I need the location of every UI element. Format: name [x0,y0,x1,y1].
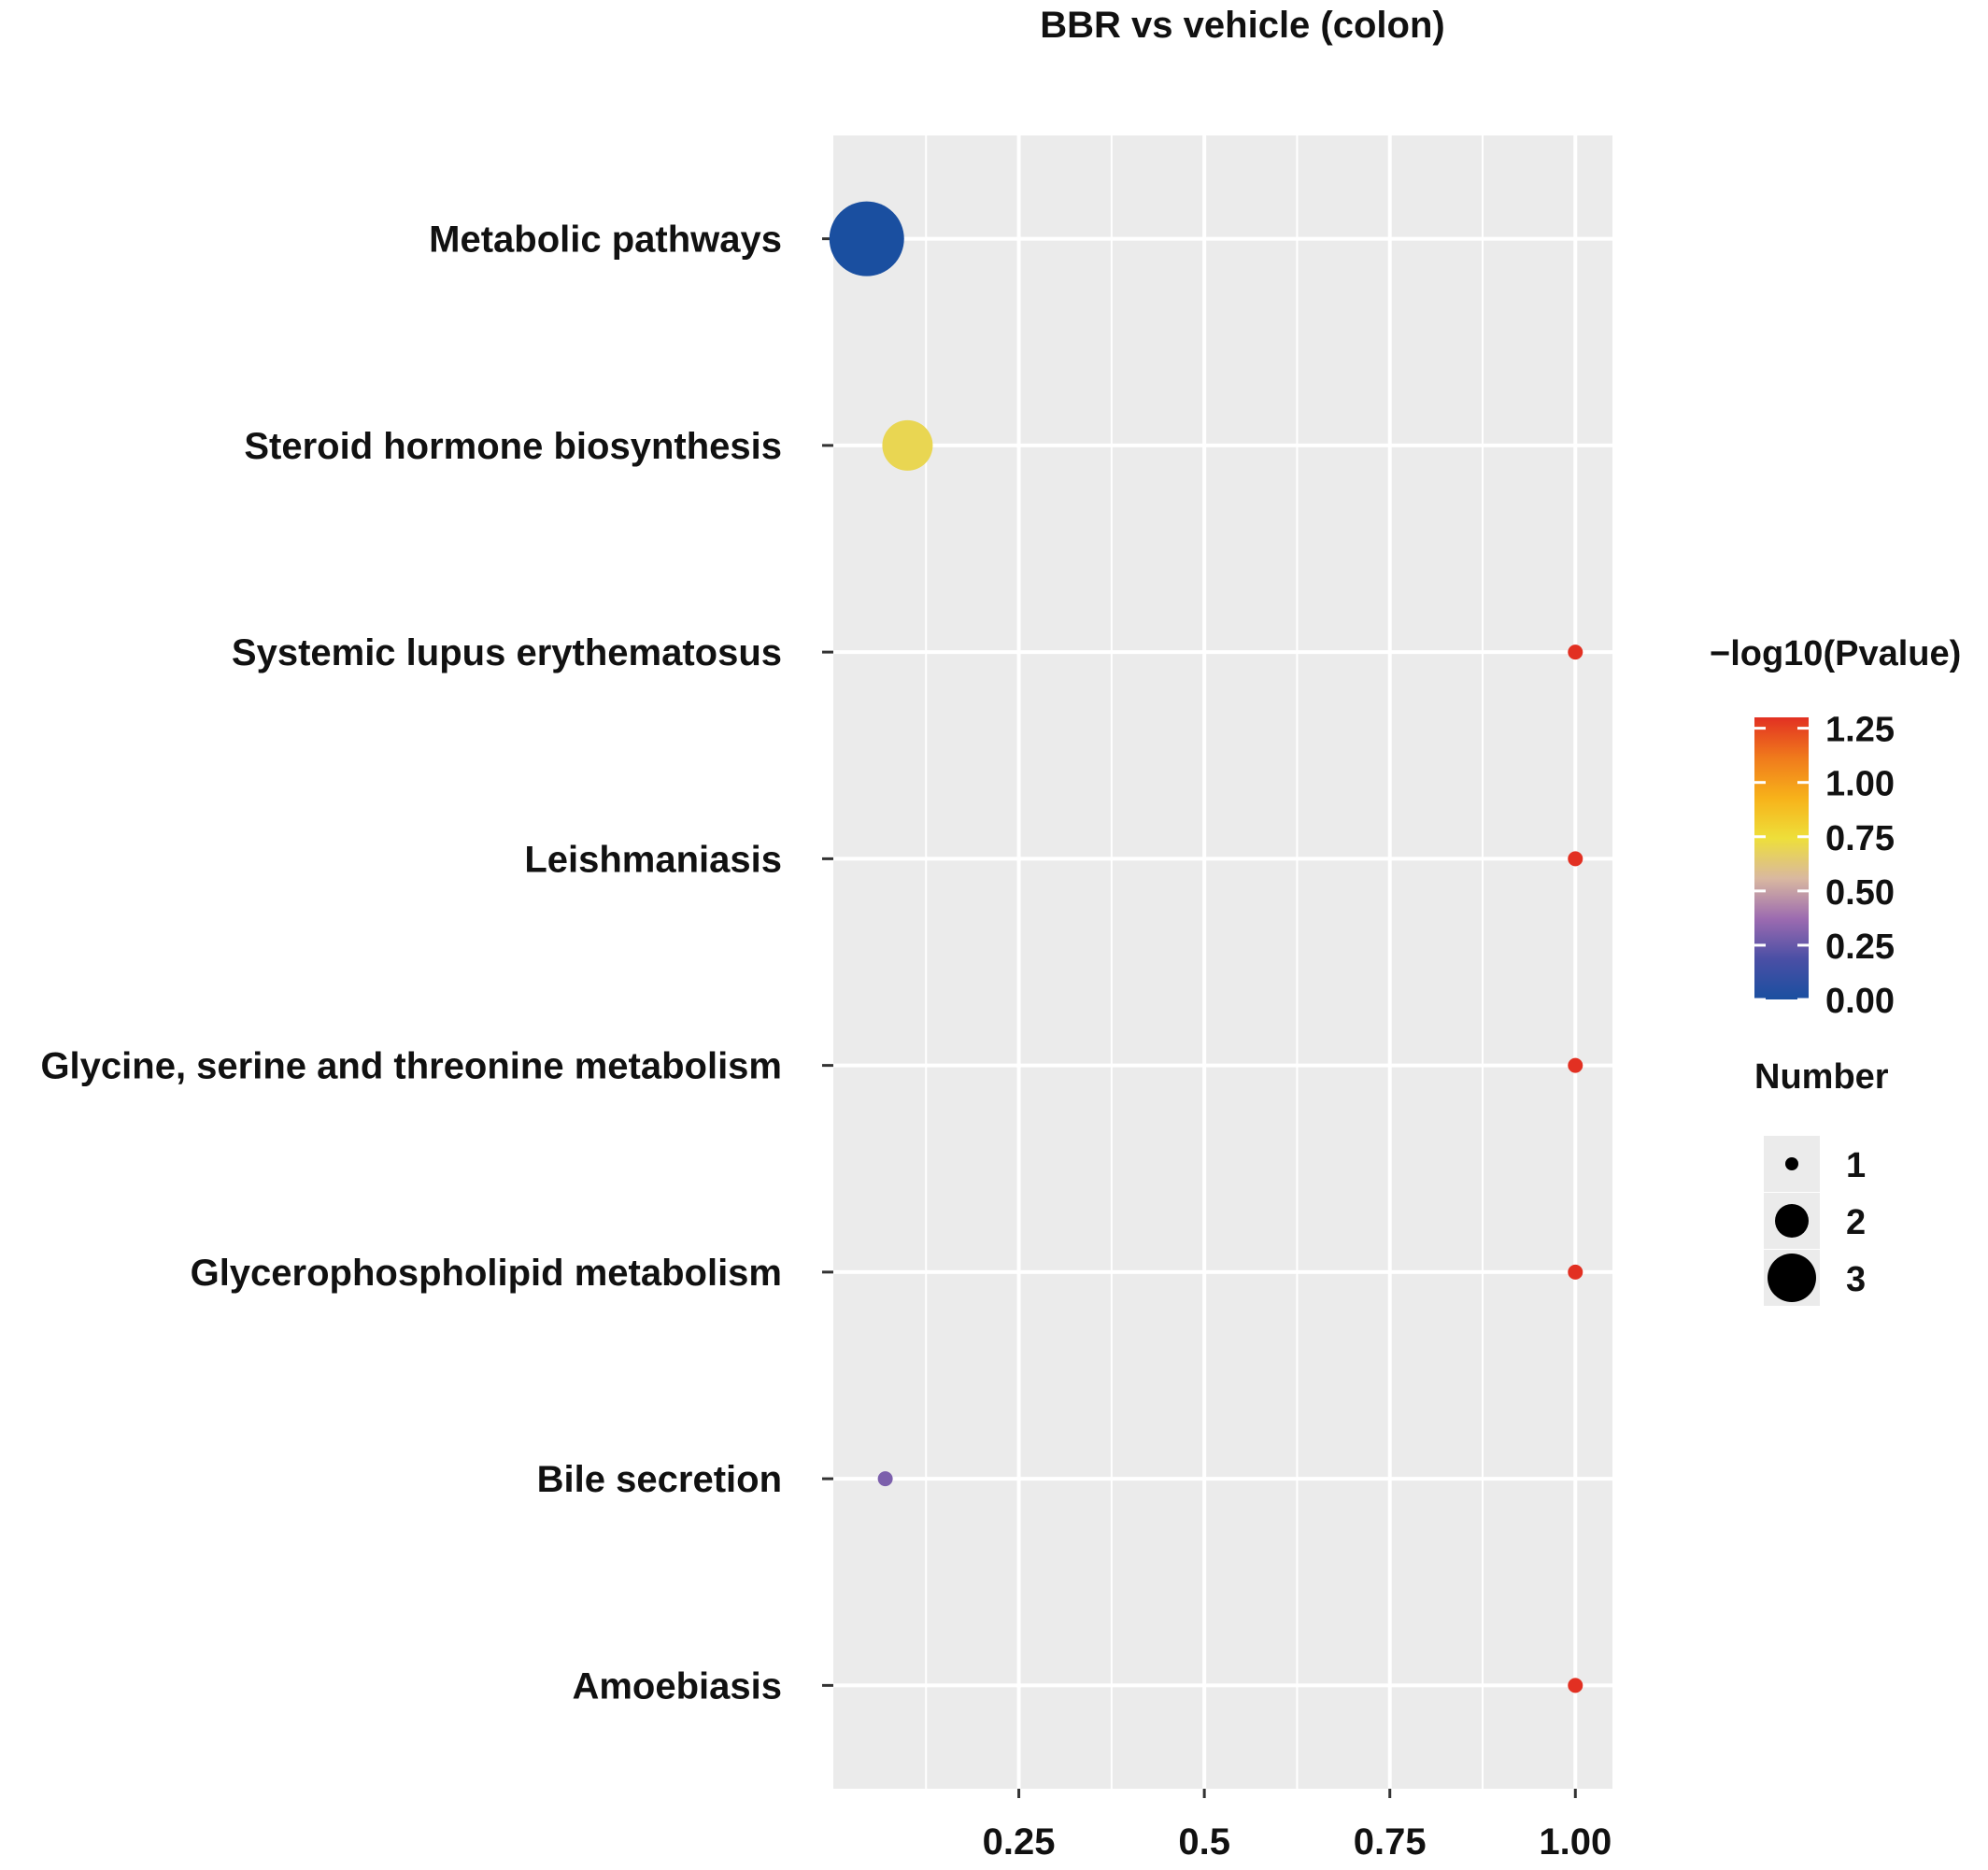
size-legend-dot [1775,1204,1809,1238]
size-legend-label: 2 [1846,1203,1866,1242]
chart-title: BBR vs vehicle (colon) [1040,5,1444,46]
data-point [877,1471,893,1487]
size-legend-dot [1768,1254,1816,1302]
y-tick-label: Steroid hormone biosynthesis [244,426,782,467]
colorbar-tick-label: 0.25 [1825,928,1895,967]
data-point [1568,851,1583,867]
data-point [1568,1264,1583,1280]
y-tick-label: Glycerophospholipid metabolism [191,1253,782,1294]
x-tick-label: 1.00 [1539,1821,1612,1863]
size-legend-title: Number [1754,1057,1889,1097]
y-tick-label: Glycine, serine and threonine metabolism [40,1046,782,1087]
y-tick-label: Leishmaniasis [524,839,782,880]
x-tick-label: 0.25 [983,1821,1056,1863]
x-tick-label: 0.75 [1354,1821,1427,1863]
y-tick-label: Bile secretion [537,1459,782,1500]
plot-panel [833,135,1612,1789]
colorbar-tick-label: 0.00 [1825,982,1895,1021]
data-point [1568,1678,1583,1693]
size-legend-dot [1785,1157,1798,1170]
y-tick-label: Metabolic pathways [429,220,782,261]
colorbar-tick-label: 1.00 [1825,765,1895,804]
colorbar-title: −log10(Pvalue) [1710,634,1961,673]
colorbar-tick-label: 0.75 [1825,819,1895,858]
x-tick-label: 0.5 [1178,1821,1230,1863]
data-point [829,201,904,276]
data-point [882,419,933,471]
size-legend-label: 3 [1846,1260,1866,1299]
colorbar [1754,717,1809,999]
data-point [1568,645,1583,660]
colorbar-tick-label: 0.50 [1825,873,1895,913]
y-tick-label: Systemic lupus erythematosus [232,632,782,673]
y-tick-label: Amoebiasis [572,1665,782,1707]
colorbar-tick-label: 1.25 [1825,711,1895,750]
size-legend-label: 1 [1846,1146,1866,1185]
data-point [1568,1057,1583,1073]
